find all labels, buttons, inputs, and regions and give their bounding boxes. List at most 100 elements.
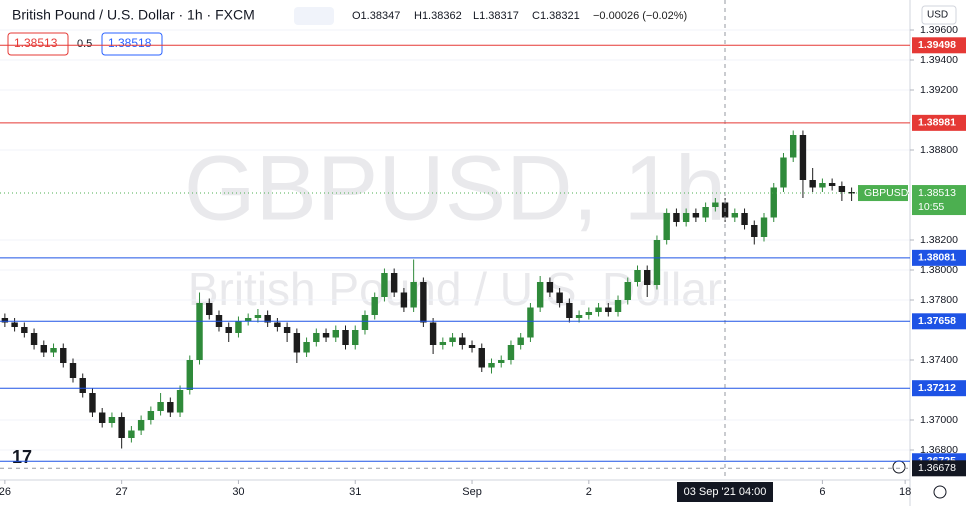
candle-body (235, 321, 242, 333)
currency-button[interactable] (921, 5, 957, 25)
level-label-bg (912, 114, 966, 131)
candle-body (1, 318, 9, 323)
x-tick-label: 31 (349, 486, 361, 498)
level-label-bg (912, 37, 966, 54)
candle-body (264, 315, 271, 323)
candle-body (653, 240, 661, 285)
candle-body (254, 315, 262, 318)
currency: USD (927, 10, 948, 21)
candle-body (381, 273, 388, 297)
level-label-bg (912, 380, 966, 397)
candle-body (390, 273, 398, 293)
candle-body (566, 303, 573, 318)
candle-body (332, 330, 339, 338)
candle-body (322, 333, 330, 338)
candle-body (21, 327, 28, 333)
candle-body (137, 420, 145, 431)
candle-body (303, 342, 310, 353)
x-tick-label: Sep (462, 486, 482, 498)
sell-price: 1.38513 (14, 36, 58, 50)
candle-body (98, 412, 106, 423)
watermark-symbol: GBPUSD, 1h (184, 137, 726, 239)
candle-body (147, 411, 155, 420)
ohlc-open: O1.38347 (352, 10, 400, 22)
spread: 0.5 (77, 38, 92, 50)
x-tick-label: 6 (819, 486, 825, 498)
candle-body (770, 187, 777, 218)
candle-body (449, 337, 456, 342)
y-tick-label: 1.37000 (920, 414, 958, 426)
chart-title: British Pound / U.S. Dollar · 1h · FXCM (12, 7, 255, 23)
candle-body (244, 318, 252, 321)
candle-body (595, 307, 602, 312)
sell-button[interactable] (7, 32, 69, 56)
candle-body (283, 327, 291, 333)
crosshair-price-bg (912, 460, 966, 477)
candle-body (692, 213, 700, 218)
candle-body (30, 333, 38, 345)
candle-body (186, 360, 193, 390)
indicator-toggle[interactable] (294, 7, 334, 25)
candle-body (498, 360, 505, 363)
candle-body (89, 393, 96, 413)
candle-body (741, 213, 748, 225)
x-tick-label: 30 (232, 486, 244, 498)
candle-body (682, 213, 690, 222)
candle-body (274, 322, 281, 327)
candle-body (527, 307, 534, 338)
candle-body (293, 333, 301, 353)
level-label-bg (912, 249, 966, 266)
candle-body (371, 297, 378, 315)
candle-body (673, 213, 680, 222)
candle-body (624, 282, 631, 300)
ohlc-low: L1.38317 (473, 10, 519, 22)
candle-body (575, 315, 583, 318)
y-tick-label: 1.39200 (920, 84, 958, 96)
y-tick-label: 1.38000 (920, 264, 958, 276)
candle-body (517, 337, 524, 345)
candle-body (828, 183, 836, 186)
x-tick-label: 18 (899, 486, 911, 498)
candle-body (400, 292, 408, 308)
y-tick-label: 1.37400 (920, 354, 958, 366)
y-tick-label: 1.39600 (920, 24, 958, 36)
candle-body (468, 345, 476, 348)
level-label: 1.38081 (918, 252, 956, 264)
crosshair-price: 1.36678 (918, 462, 956, 474)
candle-body (206, 303, 213, 315)
candle-body (536, 282, 544, 308)
candle-body (809, 180, 816, 188)
candle-body (614, 300, 622, 312)
candle-body (478, 348, 485, 368)
buy-button[interactable] (101, 32, 163, 56)
candle-body (760, 217, 768, 237)
candle-body (420, 282, 427, 323)
candle-body (225, 327, 232, 333)
candle-body (838, 186, 846, 192)
candle-body (11, 322, 18, 327)
countdown-label: 10:55 (918, 201, 944, 213)
candle-body (128, 430, 135, 438)
x-tick-label: 2 (586, 486, 592, 498)
candle-body (731, 213, 739, 218)
candle-body (40, 345, 48, 353)
y-tick-label: 1.38800 (920, 144, 958, 156)
level-label: 1.37212 (918, 382, 956, 394)
crosshair-date-bg (677, 482, 773, 502)
candle-body (313, 333, 320, 342)
candle-body (634, 270, 641, 282)
x-tick-label: 27 (116, 486, 128, 498)
candle-body (69, 363, 77, 378)
level-label: 1.37658 (918, 315, 956, 327)
symbol-label-bg (858, 185, 908, 202)
candle-body (176, 390, 184, 413)
candle-body (439, 342, 447, 345)
plot (0, 29, 910, 451)
y-tick-label: 1.38200 (920, 234, 958, 246)
candle-body (108, 417, 116, 423)
candle-body (789, 135, 797, 158)
candle-body (196, 303, 203, 360)
settings-button[interactable] (933, 485, 947, 499)
candle-body (663, 213, 670, 240)
